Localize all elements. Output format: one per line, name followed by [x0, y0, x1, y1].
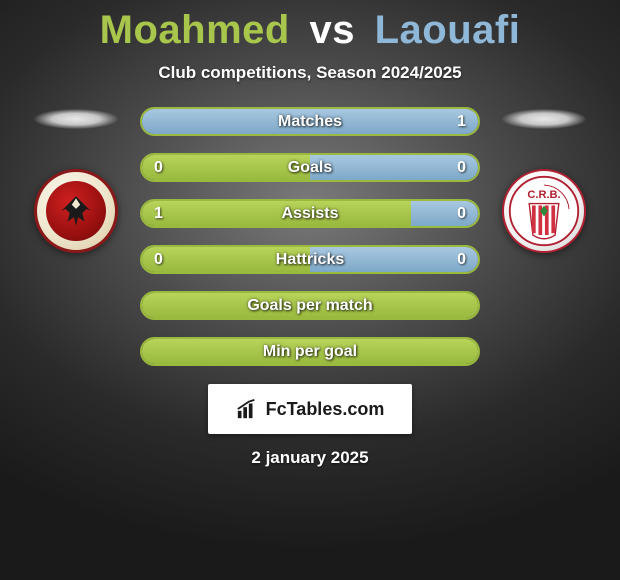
stat-fill-left — [142, 201, 411, 226]
stat-bar: Assists 1 0 — [140, 199, 480, 228]
svg-text:C.R.B.: C.R.B. — [527, 189, 560, 201]
stat-label: Assists — [282, 205, 339, 223]
stat-value-left: 1 — [154, 205, 163, 223]
date-text: 2 january 2025 — [251, 448, 368, 468]
stat-label: Goals per match — [247, 297, 372, 315]
stat-value-right: 0 — [457, 159, 466, 177]
crb-logo-icon: C.R.B. — [507, 174, 581, 248]
stat-bar: Hattricks 0 0 — [140, 245, 480, 274]
right-column: C.R.B. — [494, 107, 594, 253]
brand-text: FcTables.com — [266, 399, 385, 420]
stat-label: Goals — [288, 159, 332, 177]
stat-bar: Min per goal — [140, 337, 480, 366]
stat-label: Matches — [278, 113, 342, 131]
content: Moahmed vs Laouafi Club competitions, Se… — [0, 0, 620, 468]
club-logo-right: C.R.B. — [502, 169, 586, 253]
player1-name: Moahmed — [100, 8, 290, 52]
stat-fill-right — [411, 201, 478, 226]
vs-text: vs — [309, 8, 355, 52]
comparison-infographic: Moahmed vs Laouafi Club competitions, Se… — [0, 0, 620, 580]
club-logo-left — [34, 169, 118, 253]
stat-value-left: 0 — [154, 251, 163, 269]
eagle-icon — [55, 190, 97, 232]
stat-fill-left — [142, 155, 310, 180]
chart-icon — [236, 398, 258, 420]
club-logo-left-inner — [46, 181, 106, 241]
stat-value-right: 0 — [457, 251, 466, 269]
brand-badge: FcTables.com — [208, 384, 413, 434]
subtitle: Club competitions, Season 2024/2025 — [158, 63, 461, 83]
stat-bar: Goals 0 0 — [140, 153, 480, 182]
player1-photo-placeholder — [34, 109, 118, 129]
player2-name: Laouafi — [375, 8, 521, 52]
page-title: Moahmed vs Laouafi — [100, 8, 521, 53]
main-row: Matches1Goals00Assists10Hattricks00Goals… — [0, 107, 620, 366]
stat-value-left: 0 — [154, 159, 163, 177]
stats-bars: Matches1Goals00Assists10Hattricks00Goals… — [140, 107, 480, 366]
stat-label: Min per goal — [263, 343, 357, 361]
stat-fill-right — [310, 155, 478, 180]
stat-bar: Matches 1 — [140, 107, 480, 136]
player2-photo-placeholder — [502, 109, 586, 129]
left-column — [26, 107, 126, 253]
stat-bar: Goals per match — [140, 291, 480, 320]
stat-label: Hattricks — [276, 251, 344, 269]
stat-value-right: 0 — [457, 205, 466, 223]
stat-value-right: 1 — [457, 113, 466, 131]
